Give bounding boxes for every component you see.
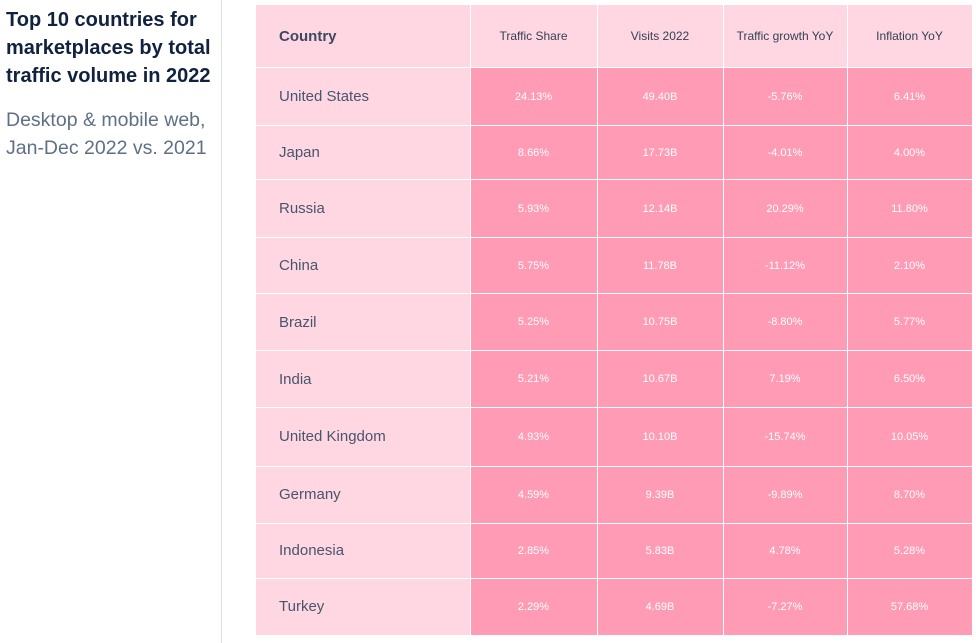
table-header: Country Traffic Share Visits 2022 Traffi…	[256, 5, 973, 68]
cell-country: Japan	[256, 125, 471, 181]
cell-country: Brazil	[256, 293, 471, 352]
cell-country: Turkey	[256, 578, 471, 637]
cell-traffic-growth: -11.12%	[723, 237, 848, 295]
cell-country: Indonesia	[256, 523, 471, 579]
cell-inflation: 10.05%	[847, 407, 973, 467]
table-row: India 5.21% 10.67B 7.19% 6.50%	[256, 350, 973, 408]
cell-traffic-share: 5.75%	[470, 237, 598, 295]
header-row: Country Traffic Share Visits 2022 Traffi…	[256, 5, 973, 68]
cell-traffic-growth: -4.01%	[723, 125, 848, 181]
cell-traffic-share: 5.93%	[470, 179, 598, 239]
cell-traffic-share: 2.29%	[470, 578, 598, 637]
cell-visits-2022: 17.73B	[597, 125, 724, 181]
column-header-inflation: Inflation YoY	[847, 5, 973, 68]
cell-visits-2022: 10.67B	[597, 350, 724, 408]
cell-traffic-share: 4.59%	[470, 466, 598, 524]
cell-country: United States	[256, 67, 471, 127]
cell-traffic-growth: 4.78%	[723, 523, 848, 579]
cell-inflation: 11.80%	[847, 179, 973, 239]
cell-visits-2022: 11.78B	[597, 237, 724, 295]
chart-title: Top 10 countries for marketplaces by tot…	[6, 9, 211, 87]
table-row: Germany 4.59% 9.39B -9.89% 8.70%	[256, 466, 973, 524]
info-panel: Top 10 countries for marketplaces by tot…	[0, 0, 222, 643]
cell-inflation: 57.68%	[847, 578, 973, 637]
cell-inflation: 5.77%	[847, 293, 973, 352]
column-header-country: Country	[256, 5, 471, 68]
cell-visits-2022: 49.40B	[597, 67, 724, 127]
table-body: United States 24.13% 49.40B -5.76% 6.41% Japa…	[256, 67, 973, 637]
cell-traffic-growth: -5.76%	[723, 67, 848, 127]
table-row: China 5.75% 11.78B -11.12% 2.10%	[256, 237, 973, 295]
cell-traffic-share: 5.21%	[470, 350, 598, 408]
cell-inflation: 8.70%	[847, 466, 973, 524]
table-row: Indonesia 2.85% 5.83B 4.78% 5.28%	[256, 523, 973, 579]
column-header-traffic-share: Traffic Share	[470, 5, 598, 68]
table-row: Japan 8.66% 17.73B -4.01% 4.00%	[256, 125, 973, 181]
cell-traffic-growth: -9.89%	[723, 466, 848, 524]
cell-inflation: 6.50%	[847, 350, 973, 408]
table-row: Turkey 2.29% 4.69B -7.27% 57.68%	[256, 578, 973, 637]
cell-traffic-share: 24.13%	[470, 67, 598, 127]
cell-visits-2022: 12.14B	[597, 179, 724, 239]
column-header-traffic-growth: Traffic growth YoY	[723, 5, 848, 68]
table-row: United Kingdom 4.93% 10.10B -15.74% 10.05%	[256, 407, 973, 467]
cell-traffic-growth: -8.80%	[723, 293, 848, 352]
cell-country: China	[256, 237, 471, 295]
table-row: Brazil 5.25% 10.75B -8.80% 5.77%	[256, 293, 973, 352]
cell-inflation: 4.00%	[847, 125, 973, 181]
cell-country: United Kingdom	[256, 407, 471, 467]
cell-visits-2022: 9.39B	[597, 466, 724, 524]
cell-traffic-share: 4.93%	[470, 407, 598, 467]
cell-inflation: 6.41%	[847, 67, 973, 127]
cell-country: India	[256, 350, 471, 408]
cell-traffic-growth: 20.29%	[723, 179, 848, 239]
column-header-visits-2022: Visits 2022	[597, 5, 724, 68]
data-table-container: Country Traffic Share Visits 2022 Traffi…	[256, 5, 973, 637]
cell-visits-2022: 4.69B	[597, 578, 724, 637]
cell-inflation: 5.28%	[847, 523, 973, 579]
cell-traffic-growth: 7.19%	[723, 350, 848, 408]
cell-traffic-growth: -7.27%	[723, 578, 848, 637]
cell-traffic-growth: -15.74%	[723, 407, 848, 467]
cell-traffic-share: 2.85%	[470, 523, 598, 579]
cell-country: Russia	[256, 179, 471, 239]
data-table: Country Traffic Share Visits 2022 Traffi…	[256, 5, 973, 637]
cell-inflation: 2.10%	[847, 237, 973, 295]
cell-visits-2022: 10.75B	[597, 293, 724, 352]
cell-country: Germany	[256, 466, 471, 524]
chart-subtitle: Desktop & mobile web, Jan-Dec 2022 vs. 2…	[6, 109, 207, 159]
table-row: United States 24.13% 49.40B -5.76% 6.41%	[256, 67, 973, 127]
cell-traffic-share: 5.25%	[470, 293, 598, 352]
cell-traffic-share: 8.66%	[470, 125, 598, 181]
cell-visits-2022: 10.10B	[597, 407, 724, 467]
cell-visits-2022: 5.83B	[597, 523, 724, 579]
table-row: Russia 5.93% 12.14B 20.29% 11.80%	[256, 179, 973, 239]
